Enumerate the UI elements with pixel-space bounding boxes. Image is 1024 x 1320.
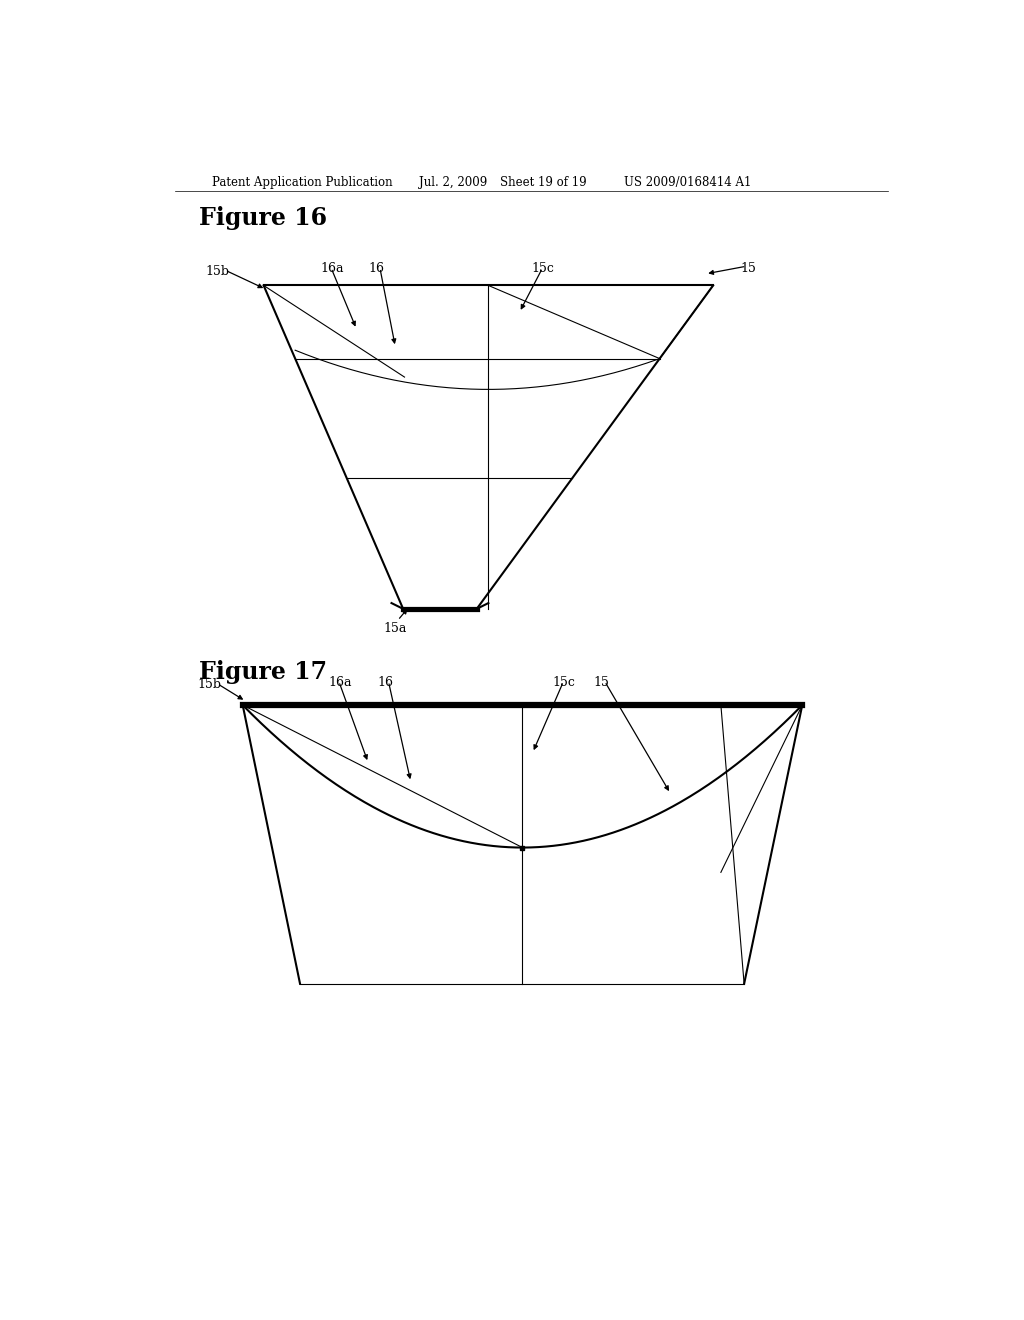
Text: US 2009/0168414 A1: US 2009/0168414 A1 [624,176,752,189]
Text: 15: 15 [593,676,609,689]
Text: 16: 16 [369,263,384,276]
Text: 15a: 15a [384,622,408,635]
Text: 15c: 15c [553,676,575,689]
Text: 15c: 15c [531,263,554,276]
Text: 16: 16 [378,676,393,689]
Text: Figure 17: Figure 17 [200,660,328,685]
Text: Jul. 2, 2009: Jul. 2, 2009 [419,176,486,189]
Text: 15: 15 [740,263,756,276]
Text: Sheet 19 of 19: Sheet 19 of 19 [500,176,587,189]
Text: 16a: 16a [328,676,351,689]
Text: 16a: 16a [321,263,344,276]
Text: 15b: 15b [206,264,229,277]
Text: 15b: 15b [198,678,222,692]
Text: Figure 16: Figure 16 [200,206,328,230]
Text: Patent Application Publication: Patent Application Publication [212,176,392,189]
